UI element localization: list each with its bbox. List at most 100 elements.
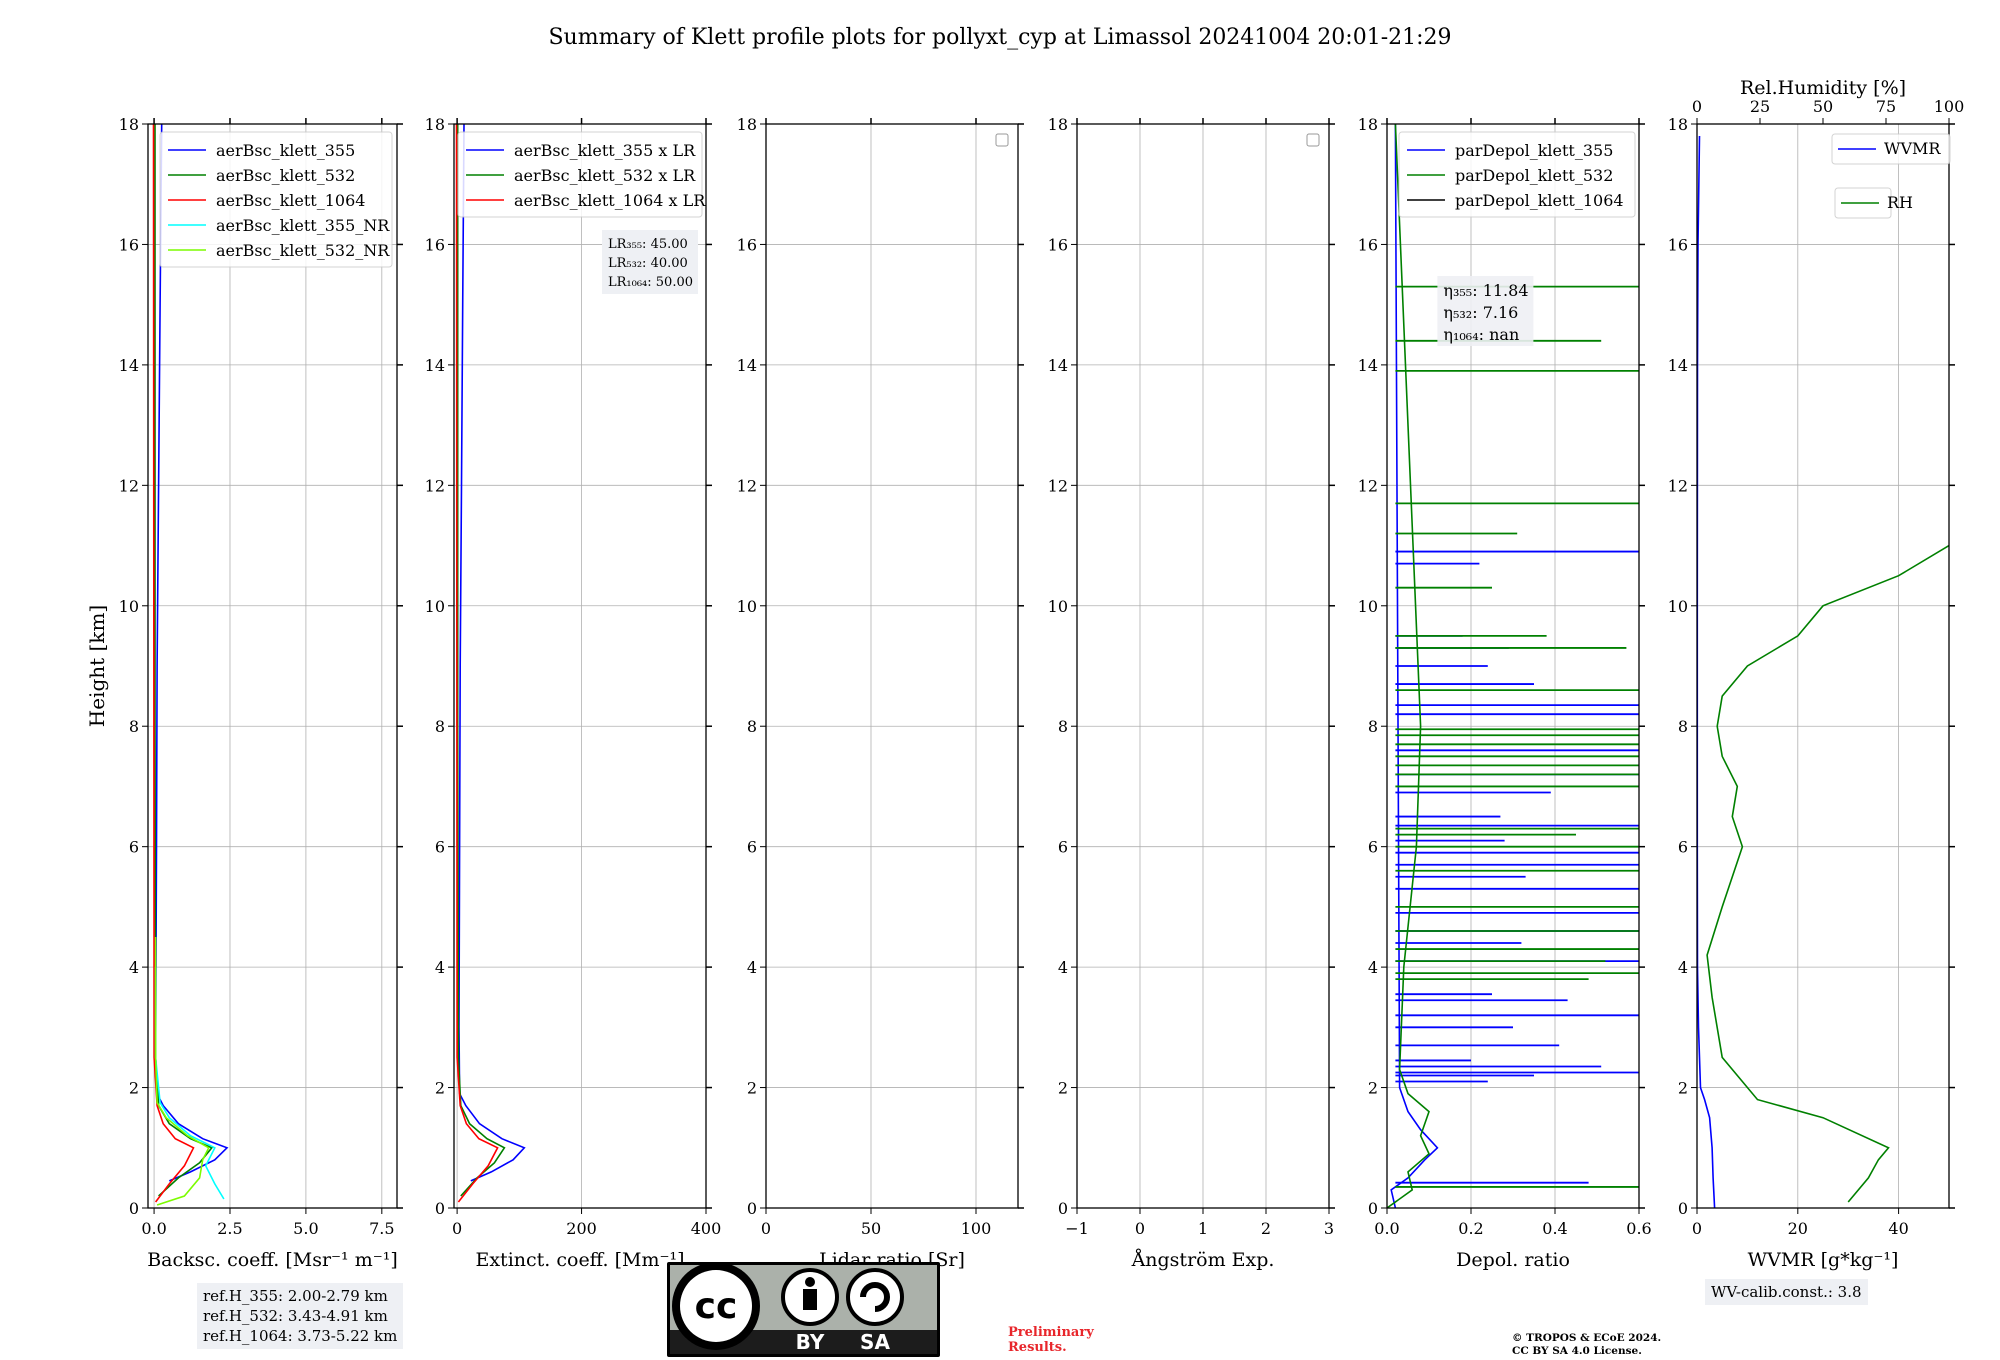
y-tick-label: 18 (425, 115, 445, 134)
y-tick-label: 16 (1358, 235, 1378, 254)
axes-frame (147, 123, 398, 1209)
y-axis-label: Height [km] (85, 605, 109, 727)
preliminary-line-1: Preliminary (1008, 1325, 1094, 1340)
x-tick-label: 100 (961, 1219, 992, 1238)
axes-frame (453, 123, 707, 1209)
series-line-RH (1706, 544, 1949, 1203)
x-tick-label: −1 (1065, 1219, 1089, 1238)
x-tick-label: 2 (1261, 1219, 1271, 1238)
x-tick-label: 0 (1135, 1219, 1145, 1238)
y-tick-label: 14 (119, 356, 139, 375)
series-line-aerBsc_klett_1064 x LR (455, 124, 499, 1203)
legend-label: RH (1887, 193, 1913, 212)
legend-label: parDepol_klett_355 (1455, 141, 1613, 160)
y-tick-label: 14 (1358, 356, 1378, 375)
x-tick-label: 50 (861, 1219, 881, 1238)
y-tick-label: 16 (425, 235, 445, 254)
legend-box (457, 131, 703, 218)
legend-label: aerBsc_klett_355 x LR (514, 141, 696, 160)
y-tick-label: 10 (737, 597, 757, 616)
x-tick-label: 0 (1692, 1219, 1702, 1238)
legend-label: aerBsc_klett_355 (216, 141, 355, 160)
x-tick-label: 40 (1888, 1219, 1908, 1238)
x-tick-label: 0.2 (1458, 1219, 1483, 1238)
y-tick-label: 2 (129, 1079, 139, 1098)
legend-label: aerBsc_klett_1064 (216, 191, 365, 210)
legend-label: WVMR (1884, 139, 1941, 158)
y-tick-label: 6 (435, 838, 445, 857)
x-tick-label: 200 (566, 1219, 597, 1238)
y-tick-label: 8 (1678, 717, 1688, 736)
y-tick-label: 12 (737, 476, 757, 495)
y-tick-label: 12 (425, 476, 445, 495)
y-tick-label: 0 (747, 1199, 757, 1218)
y-tick-label: 4 (1678, 958, 1688, 977)
x-tick-label: 5.0 (293, 1219, 318, 1238)
chart-panel-dep: 0 2 4 6 8 10 12 14 16 18 0.0 0.2 0.4 0.6 Depol. ratio p… (1358, 115, 1652, 1271)
y-tick-label: 8 (747, 717, 757, 736)
lidar-ratio-label: LR₅₃₂: 40.00 (608, 256, 688, 271)
series-line-aerBsc_klett_1064 (152, 124, 195, 1203)
top-x-tick-label: 25 (1750, 97, 1770, 116)
lidar-ratio-label: LR₃₅₅: 45.00 (608, 237, 688, 252)
y-tick-label: 2 (1058, 1079, 1068, 1098)
reference-height-box: ref.H_355: 2.00-2.79 km ref.H_532: 3.43-… (197, 1283, 404, 1349)
y-tick-label: 14 (1668, 356, 1688, 375)
y-tick-label: 12 (119, 476, 139, 495)
eta-label: η₅₃₂: 7.16 (1443, 303, 1518, 322)
series-line-aerBsc_klett_355_NR (154, 967, 225, 1200)
top-x-tick-label: 75 (1876, 97, 1896, 116)
y-tick-label: 16 (1048, 235, 1068, 254)
y-tick-label: 6 (1368, 838, 1378, 857)
y-tick-label: 10 (1048, 597, 1068, 616)
top-axis-label: Rel.Humidity [%] (1740, 77, 1906, 99)
legend-label: aerBsc_klett_532_NR (216, 241, 390, 260)
y-tick-label: 16 (737, 235, 757, 254)
y-tick-label: 10 (425, 597, 445, 616)
top-x-tick-label: 0 (1692, 97, 1702, 116)
sa-circular-arrow-icon (860, 1282, 890, 1312)
series-line-aerBsc_klett_532_NR (154, 937, 210, 1206)
series-line-aerBsc_klett_532 x LR (456, 124, 506, 1197)
y-tick-label: 12 (1358, 476, 1378, 495)
x-tick-label: 1 (1198, 1219, 1208, 1238)
y-tick-label: 8 (1058, 717, 1068, 736)
chart-panel-bsc: 0 2 4 6 8 10 12 14 16 18 0.0 2.5 5.0 7.5 Backsc. coeff… (85, 115, 403, 1271)
y-tick-label: 4 (1058, 958, 1068, 977)
top-x-tick-label: 100 (1934, 97, 1965, 116)
y-tick-label: 8 (1368, 717, 1378, 736)
wv-calibration-box: WV-calib.const.: 3.8 (1705, 1279, 1868, 1305)
top-x-tick-label: 50 (1813, 97, 1833, 116)
series-line-aerBsc_klett_355 (154, 124, 229, 1182)
y-tick-label: 8 (435, 717, 445, 736)
axes-frame (1386, 123, 1640, 1209)
ref-height-532: ref.H_532: 3.43-4.91 km (203, 1307, 388, 1325)
x-axis-label: Extinct. coeff. [Mm⁻¹] (475, 1249, 684, 1271)
x-tick-label: 0.0 (1374, 1219, 1399, 1238)
x-tick-label: 20 (1788, 1219, 1808, 1238)
y-tick-label: 4 (435, 958, 445, 977)
series-line-aerBsc_klett_355 x LR (458, 124, 526, 1182)
x-axis-label: WVMR [g*kg⁻¹] (1748, 1249, 1899, 1271)
copyright-line-1: © TROPOS & ECoE 2024. (1512, 1332, 1662, 1344)
legend-label: aerBsc_klett_1064 x LR (514, 191, 706, 210)
y-tick-label: 14 (425, 356, 445, 375)
cc-badge-sa: SA (860, 1330, 890, 1354)
x-tick-label: 7.5 (369, 1219, 394, 1238)
y-tick-label: 18 (737, 115, 757, 134)
y-tick-label: 12 (1668, 476, 1688, 495)
eta-label: η₃₅₅: 11.84 (1443, 281, 1528, 300)
legend-label: parDepol_klett_532 (1455, 166, 1613, 185)
eta-box (1437, 276, 1534, 346)
y-tick-label: 10 (1358, 597, 1378, 616)
y-tick-label: 2 (747, 1079, 757, 1098)
y-tick-label: 16 (119, 235, 139, 254)
empty-legend-box (1306, 133, 1320, 147)
x-tick-label: 0 (761, 1219, 771, 1238)
x-tick-label: 0 (452, 1219, 462, 1238)
axes-frame (1076, 123, 1330, 1209)
axes-frame (765, 123, 1019, 1209)
